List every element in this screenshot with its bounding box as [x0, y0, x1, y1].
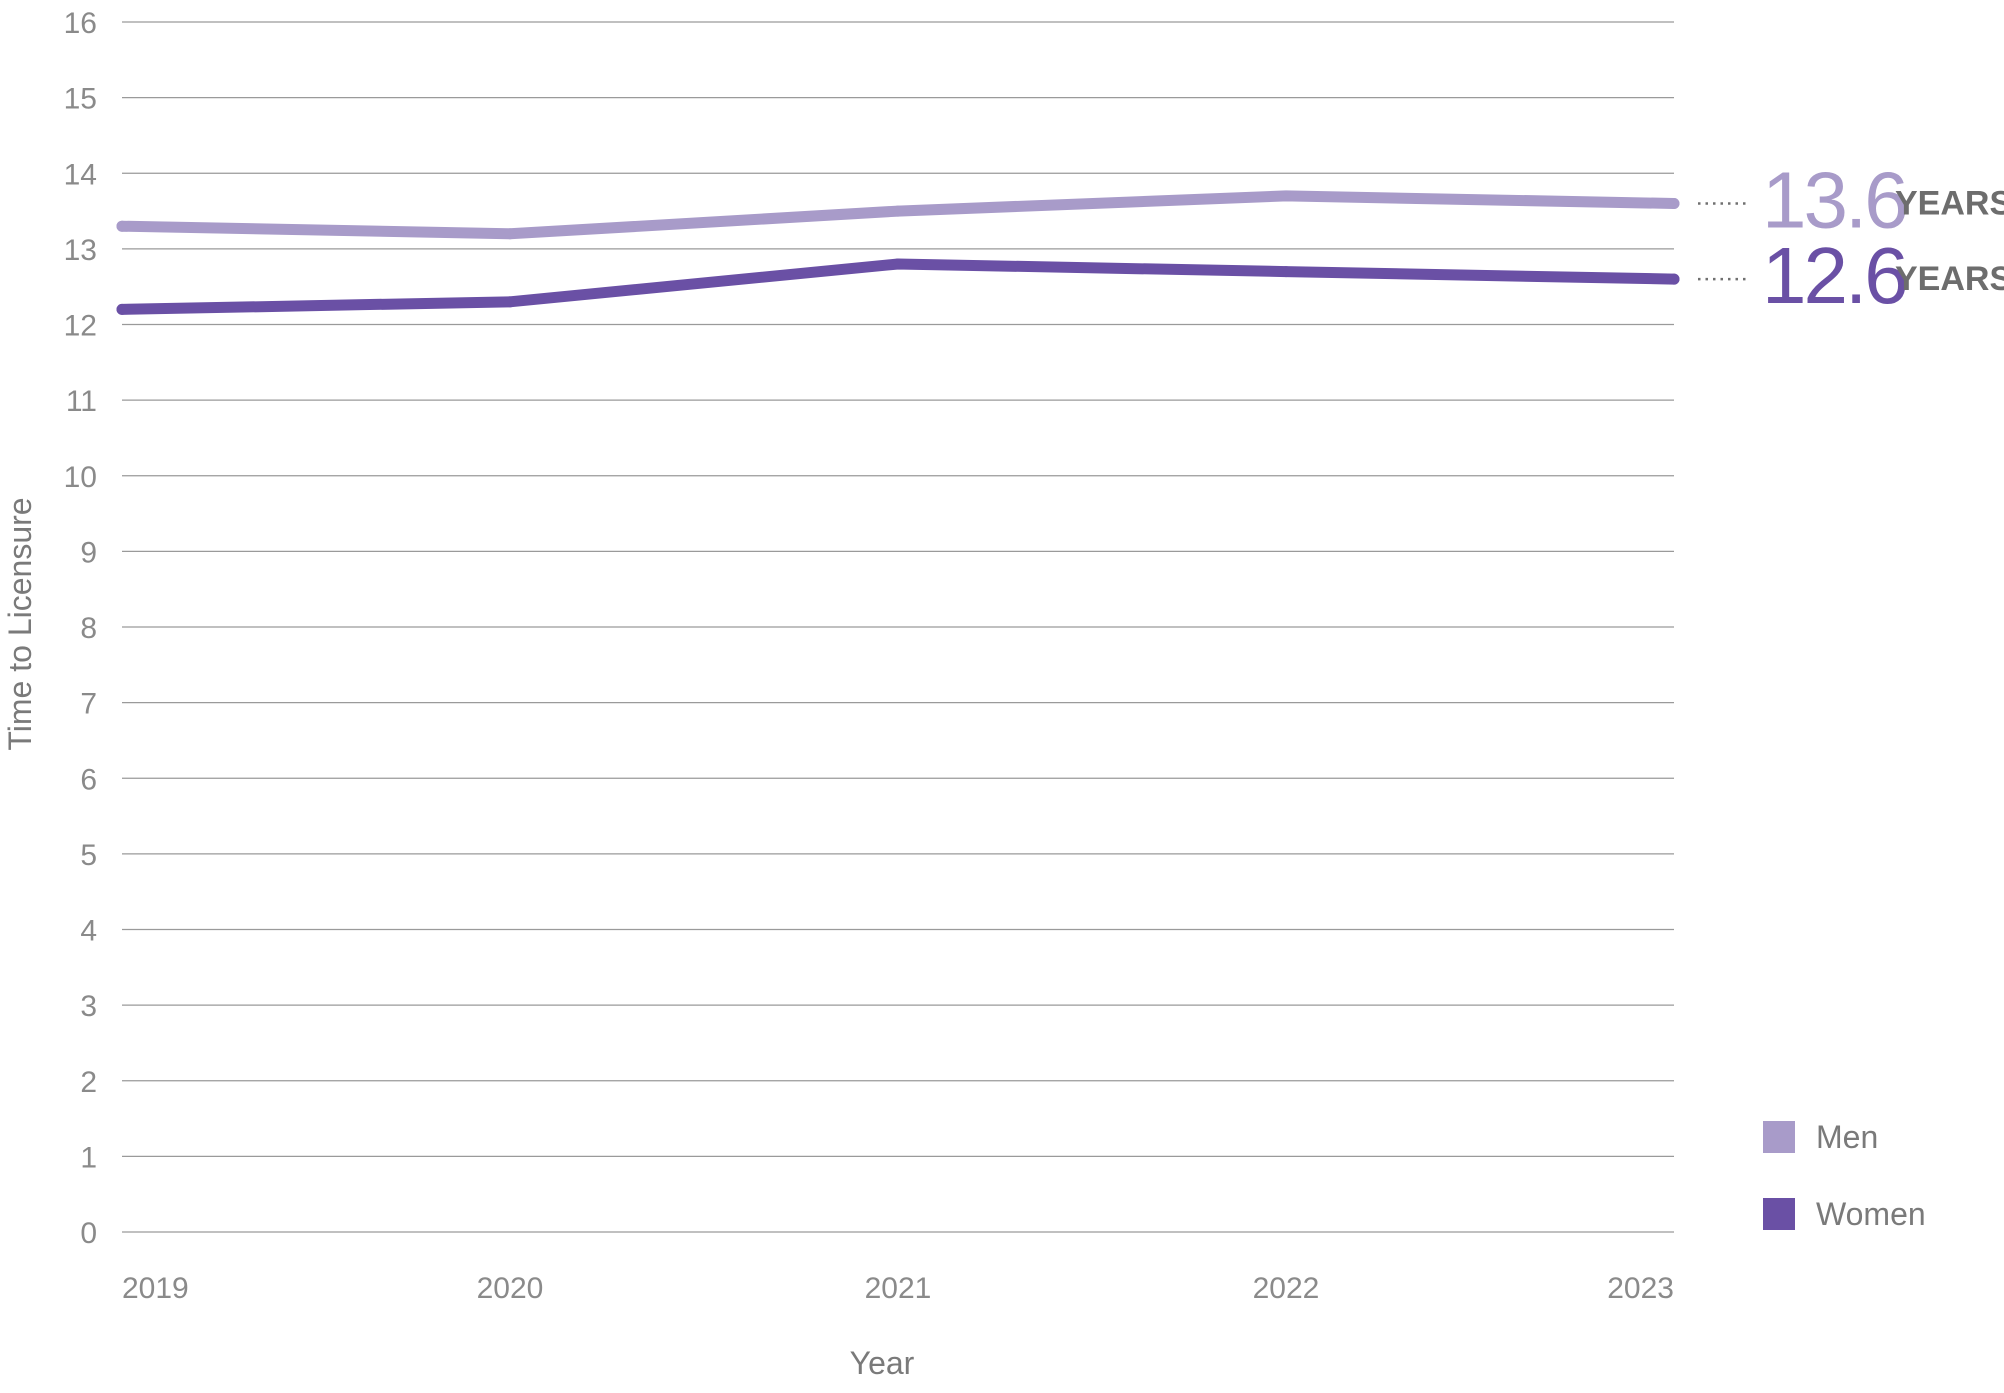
y-axis-title: Time to Licensure [2, 497, 38, 750]
y-tick-label: 14 [64, 158, 97, 191]
data-point-men [116, 220, 128, 232]
y-tick-label: 1 [80, 1141, 97, 1174]
data-point-men [892, 205, 904, 217]
series-lines [116, 190, 1680, 315]
y-tick-label: 0 [80, 1217, 97, 1250]
y-tick-label: 2 [80, 1066, 97, 1099]
data-point-women [1668, 273, 1680, 285]
x-tick-label: 2019 [122, 1272, 189, 1305]
x-tick-label: 2023 [1607, 1272, 1674, 1305]
data-point-men [1668, 198, 1680, 209]
x-axis-title: Year [850, 1345, 915, 1381]
y-tick-label: 7 [80, 688, 97, 721]
data-point-men [504, 228, 516, 240]
annotation-value: 12.6 [1762, 231, 1906, 320]
y-tick-label: 6 [80, 763, 97, 796]
annotation-unit: YEARS [1895, 260, 2004, 298]
legend-label-women: Women [1816, 1196, 1926, 1232]
legend-swatch-men [1763, 1121, 1795, 1153]
y-tick-label: 9 [80, 536, 97, 569]
x-axis-ticks: 2019 2020 2021 2022 2023 [122, 1272, 1674, 1305]
y-tick-label: 8 [80, 612, 97, 645]
y-tick-label: 10 [64, 461, 97, 494]
grid [122, 21, 1674, 1233]
y-tick-label: 12 [64, 310, 97, 343]
annotation-value: 13.6 [1762, 156, 1906, 245]
annotation-unit: YEARS [1895, 185, 2004, 223]
data-point-women [504, 296, 516, 308]
x-tick-label: 2020 [477, 1272, 544, 1305]
y-tick-label: 5 [80, 839, 97, 872]
series-line-women [116, 258, 1680, 315]
y-tick-label: 13 [64, 234, 97, 267]
legend: Men Women [1763, 1119, 1926, 1232]
y-tick-label: 3 [80, 990, 97, 1023]
legend-label-men: Men [1816, 1119, 1878, 1155]
y-tick-label: 15 [64, 83, 97, 116]
y-tick-label: 4 [80, 915, 97, 948]
x-tick-label: 2021 [865, 1272, 932, 1305]
data-point-women [116, 303, 128, 315]
data-point-men [1280, 190, 1292, 202]
x-tick-label: 2022 [1253, 1272, 1320, 1305]
data-point-women [1280, 266, 1292, 278]
y-tick-label: 16 [64, 7, 97, 40]
data-point-women [892, 258, 904, 270]
y-tick-label: 11 [66, 385, 97, 418]
legend-swatch-women [1763, 1198, 1795, 1230]
